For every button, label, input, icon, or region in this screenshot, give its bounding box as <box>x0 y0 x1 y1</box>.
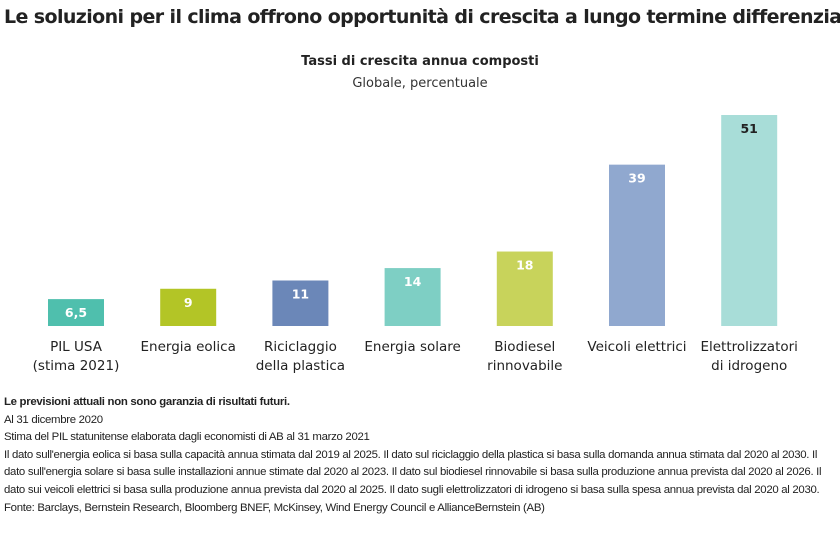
note-source: Fonte: Barclays, Bernstein Research, Blo… <box>4 501 545 514</box>
bar-value-label: 11 <box>292 286 309 301</box>
category-label: Biodiesel <box>494 339 555 355</box>
bar-value-label: 51 <box>740 121 757 136</box>
category-label: Energia eolica <box>141 339 236 355</box>
bar-value-label: 14 <box>404 274 422 289</box>
bar <box>609 164 665 326</box>
category-label: della plastica <box>256 358 345 374</box>
category-label: Riciclaggio <box>264 339 337 355</box>
category-label: Veicoli elettrici <box>587 339 686 355</box>
disclaimer: Le previsioni attuali non sono garanzia … <box>4 396 290 408</box>
category-label: PIL USA <box>50 339 103 355</box>
chart-subtitle: Tassi di crescita annua composti <box>301 54 539 69</box>
bar-value-label: 18 <box>516 258 533 273</box>
bar <box>721 115 778 326</box>
category-label: Elettrolizzatori <box>700 339 798 355</box>
bar-chart: 6,5 PIL USA (stima 2021) 9 Energia eolica 11 R… <box>33 115 798 374</box>
bar <box>160 288 217 326</box>
chart-title: Le soluzioni per il clima offrono opport… <box>4 6 840 28</box>
bar <box>496 251 553 326</box>
category-label: di idrogeno <box>711 358 787 374</box>
bar-value-label: 9 <box>184 295 193 310</box>
bar <box>272 280 329 326</box>
bar-value-label: 39 <box>628 171 645 186</box>
category-label: rinnovabile <box>487 358 562 374</box>
note-details: Il dato sull'energia eolica si basa sull… <box>4 448 822 496</box>
note-date: Al 31 dicembre 2020 <box>4 413 103 426</box>
bar <box>48 299 104 326</box>
bar <box>384 268 441 326</box>
category-label: (stima 2021) <box>33 358 120 374</box>
bar-value-label: 6,5 <box>65 305 87 320</box>
category-label: Energia solare <box>364 339 460 355</box>
chart-subtitle-units: Globale, percentuale <box>352 76 488 91</box>
footnotes: Le previsioni attuali non sono garanzia … <box>4 394 834 517</box>
note-gdp: Stima del PIL statunitense elaborata dag… <box>4 431 370 444</box>
